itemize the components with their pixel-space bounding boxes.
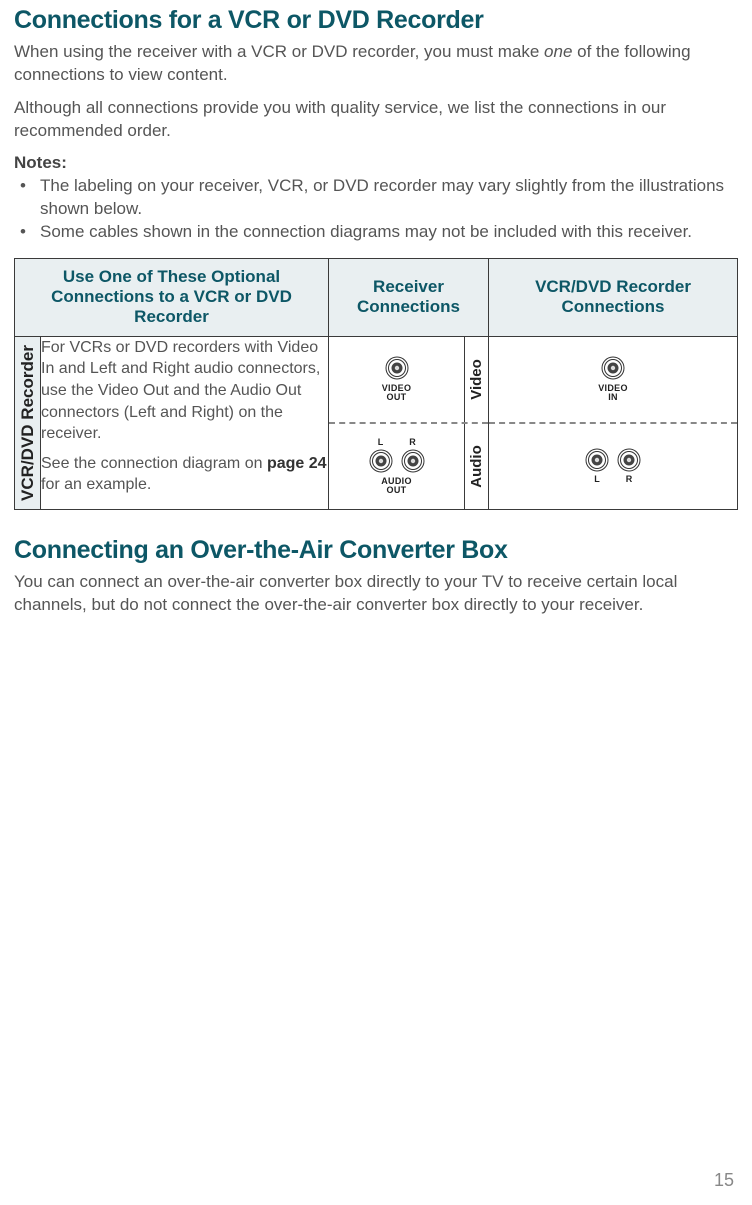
video-out-label: VIDEOOUT <box>382 384 412 402</box>
video-in-jack-icon <box>601 356 625 380</box>
lr-labels-bottom: LR <box>585 474 641 484</box>
section2-body: You can connect an over-the-air converte… <box>14 571 738 617</box>
notes-list: The labeling on your receiver, VCR, or D… <box>14 175 738 244</box>
connection-description: For VCRs or DVD recorders with Video In … <box>41 336 329 509</box>
intro1-em: one <box>544 42 572 61</box>
notes-label: Notes: <box>14 153 738 173</box>
intro1-pre: When using the receiver with a VCR or DV… <box>14 42 544 61</box>
receiver-video-out: VIDEOOUT <box>329 356 464 402</box>
vcrdvd-video-in: VIDEOIN <box>489 356 737 402</box>
table-header-receiver: Receiver Connections <box>329 258 489 336</box>
desc-p1: For VCRs or DVD recorders with Video In … <box>41 337 328 445</box>
table-header-vcrdvd: VCR/DVD Recorder Connections <box>489 258 738 336</box>
page-number: 15 <box>714 1170 734 1191</box>
desc-p2-post: for an example. <box>41 476 151 493</box>
row-label-vcr-dvd-recorder: VCR/DVD Recorder <box>15 336 41 509</box>
video-tag: Video <box>464 337 488 422</box>
lr-labels-top: LR <box>369 437 425 447</box>
audio-in-l-jack-icon <box>585 448 609 472</box>
audio-tag-text: Audio <box>468 445 485 488</box>
video-out-jack-icon <box>385 356 409 380</box>
note-item-1: The labeling on your receiver, VCR, or D… <box>32 175 738 221</box>
note-item-2: Some cables shown in the connection diag… <box>32 221 738 244</box>
intro-paragraph-2: Although all connections provide you wit… <box>14 97 738 143</box>
section1-title: Connections for a VCR or DVD Recorder <box>14 6 738 35</box>
audio-tag: Audio <box>464 424 488 509</box>
vcrdvd-connections-cell: VIDEOIN LR <box>489 336 738 509</box>
video-in-label: VIDEOIN <box>598 384 628 402</box>
audio-out-l-jack-icon <box>369 449 393 473</box>
vcrdvd-audio-in: LR <box>489 448 737 484</box>
page-ref: page 24 <box>267 455 327 472</box>
audio-in-r-jack-icon <box>617 448 641 472</box>
row-label-text: VCR/DVD Recorder <box>18 345 38 501</box>
table-header-options: Use One of These Optional Connections to… <box>15 258 329 336</box>
desc-p2: See the connection diagram on page 24 fo… <box>41 453 328 496</box>
audio-out-label: AUDIOOUT <box>381 477 412 495</box>
audio-out-r-jack-icon <box>401 449 425 473</box>
receiver-connections-cell: VIDEOOUT Video LR AUDIOOUT <box>329 336 489 509</box>
intro-paragraph-1: When using the receiver with a VCR or DV… <box>14 41 738 87</box>
desc-p2-pre: See the connection diagram on <box>41 455 267 472</box>
video-tag-text: Video <box>468 359 485 400</box>
receiver-audio-out: LR AUDIOOUT <box>329 437 464 495</box>
connections-table: Use One of These Optional Connections to… <box>14 258 738 510</box>
section2-title: Connecting an Over-the-Air Converter Box <box>14 536 738 565</box>
